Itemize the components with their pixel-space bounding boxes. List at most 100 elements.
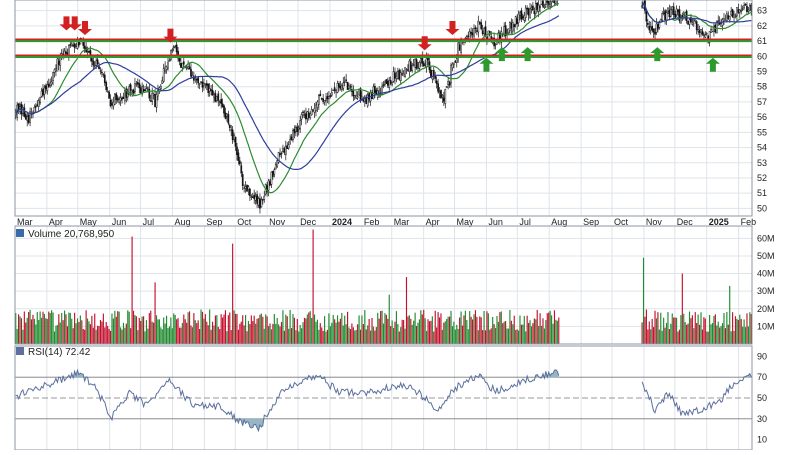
rsi-y-tick-label: 10 <box>757 435 767 445</box>
candle-body <box>666 13 667 20</box>
candle-body <box>374 86 375 92</box>
volume-bar <box>433 332 434 344</box>
volume-bar <box>486 311 487 344</box>
volume-bar <box>304 318 305 344</box>
volume-bar <box>130 328 131 344</box>
volume-bar <box>384 313 385 344</box>
volume-bar <box>294 318 295 344</box>
candle-body <box>235 137 236 146</box>
candle-body <box>413 65 414 66</box>
volume-bar <box>241 322 242 344</box>
candle-body <box>524 15 525 20</box>
volume-bar <box>413 321 414 344</box>
volume-bar <box>63 320 64 344</box>
candle-body <box>262 199 263 200</box>
candle-body <box>103 74 104 75</box>
candle-body <box>340 86 341 88</box>
volume-bar <box>642 322 643 344</box>
candle-body <box>211 90 212 91</box>
volume-bar <box>103 314 104 344</box>
volume-bar <box>153 323 154 344</box>
candle-body <box>196 79 197 80</box>
candle-body <box>402 74 403 75</box>
volume-bar <box>113 319 114 344</box>
volume-bar <box>692 315 693 344</box>
candle-body <box>139 83 140 88</box>
candle-body <box>416 60 417 69</box>
volume-bar <box>511 321 512 344</box>
candle-body <box>96 61 97 65</box>
volume-bar <box>527 316 528 344</box>
volume-bar <box>173 313 174 344</box>
volume-bar <box>71 319 72 344</box>
volume-bar <box>485 330 486 344</box>
candle-body <box>229 125 230 128</box>
candle-body <box>422 57 423 63</box>
candle-body <box>149 89 150 98</box>
volume-bar <box>126 324 127 344</box>
candle-body <box>48 84 49 87</box>
candle-body <box>420 59 421 63</box>
volume-bar <box>129 312 130 344</box>
candle-body <box>37 105 38 106</box>
volume-bar <box>698 315 699 344</box>
volume-bar <box>721 326 722 344</box>
candle-body <box>205 84 206 85</box>
candle-body <box>203 83 204 85</box>
volume-bar <box>175 315 176 344</box>
volume-bar <box>725 328 726 344</box>
volume-bar <box>440 313 441 344</box>
candle-body <box>160 86 161 89</box>
volume-bar <box>446 319 447 344</box>
candle-body <box>483 28 484 33</box>
volume-bar <box>144 331 145 344</box>
volume-bar <box>225 310 226 344</box>
candle-body <box>335 90 336 92</box>
volume-bar <box>325 332 326 344</box>
volume-bar <box>100 320 101 344</box>
volume-bar <box>429 321 430 344</box>
volume-bar <box>195 320 196 344</box>
candle-body <box>471 32 472 33</box>
candle-body <box>291 137 292 140</box>
volume-bar <box>185 319 186 344</box>
volume-bar <box>119 312 120 344</box>
volume-bar <box>491 328 492 344</box>
candle-body <box>532 6 533 10</box>
candle-body <box>206 84 207 86</box>
candle-body <box>238 153 239 161</box>
volume-bar <box>364 310 365 344</box>
volume-bar <box>25 322 26 344</box>
candle-body <box>537 3 538 9</box>
volume-bar <box>288 329 289 344</box>
candle-body <box>393 72 394 82</box>
volume-bar <box>143 316 144 344</box>
volume-bar <box>736 319 737 344</box>
volume-bar <box>45 318 46 344</box>
volume-bar <box>279 327 280 344</box>
candle-body <box>222 104 223 107</box>
volume-bar <box>502 323 503 344</box>
candle-body <box>509 22 510 30</box>
candle-body <box>696 22 697 30</box>
candle-body <box>166 67 167 70</box>
volume-bar <box>317 320 318 344</box>
candle-body <box>147 88 148 89</box>
candle-body <box>130 85 131 91</box>
volume-bar <box>323 331 324 344</box>
volume-bar <box>723 313 724 344</box>
volume-bar <box>330 326 331 344</box>
candle-body <box>748 10 749 11</box>
candle-body <box>245 187 246 189</box>
candle-body <box>119 99 120 102</box>
volume-bar <box>222 317 223 344</box>
volume-bar <box>738 320 739 344</box>
candle-body <box>317 102 318 108</box>
candle-body <box>738 10 739 13</box>
candle-body <box>545 0 546 5</box>
candle-body <box>341 86 342 90</box>
volume-bar <box>176 319 177 344</box>
volume-bar <box>321 327 322 344</box>
volume-bar <box>521 325 522 344</box>
candle-body <box>163 69 164 82</box>
